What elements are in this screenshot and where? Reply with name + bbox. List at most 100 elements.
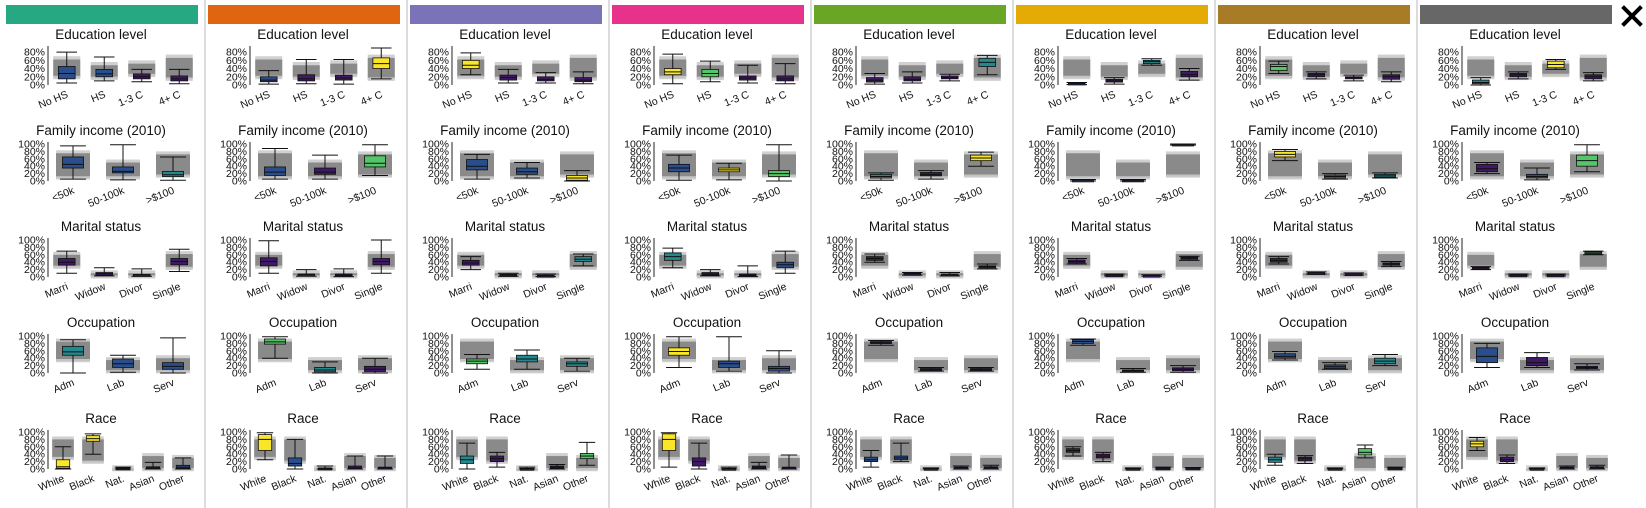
y-tick-label: 0% xyxy=(30,464,45,476)
y-tick-label: 80% xyxy=(24,434,45,446)
subplot-2: Family income (2010)100%80%60%40%20%0% <5… xyxy=(220,123,392,210)
y-tick-label: 80% xyxy=(1438,242,1459,254)
y-tick-label: 60% xyxy=(832,55,853,67)
panel-header-bar xyxy=(6,5,198,24)
subplot-title: Race xyxy=(85,411,117,426)
y-tick-label: 40% xyxy=(428,449,449,461)
x-tick-label: Nat. xyxy=(104,473,126,491)
x-tick-label: Asian xyxy=(935,473,964,494)
y-tick-label: 20% xyxy=(226,168,247,180)
y-tick-label: 40% xyxy=(1034,353,1055,365)
x-tick-label: Single xyxy=(959,281,991,303)
y-tick-label: 20% xyxy=(630,264,651,276)
y-tick-label: 40% xyxy=(630,63,651,75)
y-tick-label: 60% xyxy=(226,441,247,453)
y-tick-label: 60% xyxy=(630,249,651,261)
bg-iqr xyxy=(1496,439,1518,462)
panel-header-bar xyxy=(814,5,1006,24)
subplot-title: Marital status xyxy=(1071,219,1152,234)
subplot-4: Occupation 100%80%60%40%20%0% Adm Lab Serv xyxy=(220,315,392,396)
bg-iqr xyxy=(532,63,560,75)
y-tick-label: 80% xyxy=(1034,146,1055,158)
y-tick-label: 40% xyxy=(428,257,449,269)
x-tick-label: >$100 xyxy=(1154,185,1186,207)
x-tick-label: >$100 xyxy=(952,185,984,207)
y-tick-label: 40% xyxy=(832,257,853,269)
bg-iqr xyxy=(1579,254,1607,268)
y-tick-label: 20% xyxy=(24,168,45,180)
y-tick-label: 0% xyxy=(636,272,651,284)
x-tick-label: Marri xyxy=(851,281,878,301)
subplot-5: Race 100%80%60%40%20%0%White Black Nat. Asia… xyxy=(422,411,598,494)
x-tick-label: Other xyxy=(359,472,388,493)
y-tick-label: 100% xyxy=(1432,331,1459,343)
x-tick-label: Adm xyxy=(1466,377,1491,396)
y-tick-label: 20% xyxy=(1236,264,1257,276)
y-tick-label: 60% xyxy=(226,55,247,67)
y-tick-label: 100% xyxy=(1028,235,1055,247)
box-No HS xyxy=(259,76,278,83)
x-tick-label: Nat. xyxy=(1316,473,1338,491)
x-tick-label: Lab xyxy=(509,377,530,395)
y-tick-label: 0% xyxy=(636,80,651,92)
x-tick-label: Serv xyxy=(1566,376,1591,395)
subplot-title: Marital status xyxy=(61,219,142,234)
x-tick-label: Asian xyxy=(531,473,560,494)
box-No HS xyxy=(461,59,480,69)
bg-iqr xyxy=(1166,154,1200,176)
x-tick-label: No HS xyxy=(239,89,272,112)
x-tick-label: White xyxy=(239,473,269,494)
subplot-title: Education level xyxy=(55,27,147,42)
y-tick-label: 80% xyxy=(226,47,247,59)
subplot-5: Race 100%80%60%40%20%0%White Black Nat. Asia… xyxy=(624,411,800,494)
y-tick-label: 20% xyxy=(1034,456,1055,468)
x-tick-label: Single xyxy=(1565,281,1597,303)
y-tick-label: 60% xyxy=(428,441,449,453)
y-tick-label: 20% xyxy=(832,71,853,83)
subplot-title: Occupation xyxy=(1077,315,1145,330)
subplot-title: Marital status xyxy=(1273,219,1354,234)
y-tick-label: 60% xyxy=(24,345,45,357)
bg-iqr xyxy=(165,57,193,79)
y-tick-label: 40% xyxy=(24,63,45,75)
y-tick-label: 80% xyxy=(630,47,651,59)
x-tick-label: >$100 xyxy=(144,185,176,207)
y-tick-label: 40% xyxy=(1034,161,1055,173)
subplot-1: Education level 80%60%40%20%0%No HS HS 1-3 … xyxy=(24,27,193,111)
y-tick-label: 20% xyxy=(226,360,247,372)
x-tick-label: No HS xyxy=(1249,89,1282,112)
x-tick-label: Other xyxy=(157,472,186,493)
y-tick-label: 80% xyxy=(1236,338,1257,350)
y-tick-label: 80% xyxy=(1034,434,1055,446)
x-tick-label: Divor xyxy=(118,280,146,300)
y-tick-label: 100% xyxy=(422,331,449,343)
subplot-2: Family income (2010)100%80%60%40%20%0% <5… xyxy=(826,123,998,210)
subplot-title: Occupation xyxy=(1279,315,1347,330)
y-tick-label: 80% xyxy=(428,242,449,254)
bg-iqr xyxy=(1138,63,1166,75)
x-tick-label: Divor xyxy=(522,280,550,300)
x-tick-label: 4+ C xyxy=(359,89,385,109)
x-tick-label: <50k xyxy=(656,184,683,204)
x-tick-label: Widow xyxy=(882,281,916,304)
x-tick-label: Marri xyxy=(1457,281,1484,301)
panel-header-bar xyxy=(1218,5,1410,24)
subplot-1: Education level 80%60%40%20%0%No HS HS 1-3 … xyxy=(428,27,597,111)
y-tick-label: 20% xyxy=(1236,71,1257,83)
box-No HS xyxy=(1471,79,1490,85)
x-tick-label: Single xyxy=(353,281,385,303)
subplot-title: Marital status xyxy=(263,219,344,234)
subplot-4: Occupation 100%80%60%40%20%0% Adm Lab Serv xyxy=(1028,315,1200,396)
x-tick-label: Divor xyxy=(1128,280,1156,300)
y-tick-label: 0% xyxy=(1444,176,1459,188)
subplot-title: Race xyxy=(691,411,723,426)
y-tick-label: 40% xyxy=(226,449,247,461)
y-tick-label: 20% xyxy=(630,360,651,372)
x-tick-label: Nat. xyxy=(1114,473,1136,491)
subplot-2: Family income (2010)100%80%60%40%20%0% <5… xyxy=(624,123,796,210)
y-tick-label: 0% xyxy=(1242,272,1257,284)
close-button[interactable] xyxy=(1618,2,1646,30)
